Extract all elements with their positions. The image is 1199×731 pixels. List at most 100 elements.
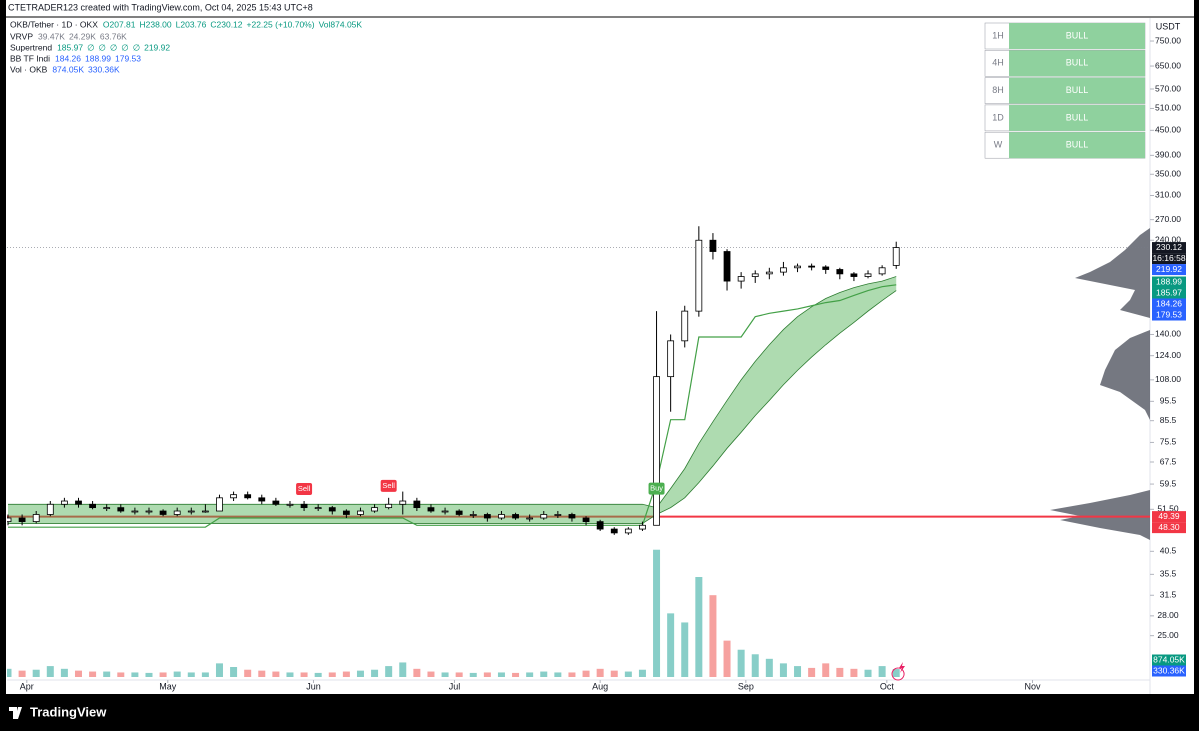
volume-bar <box>892 669 900 677</box>
chart-background <box>6 0 1194 694</box>
candle-body <box>258 497 266 502</box>
volume-bar <box>638 669 646 677</box>
signal-box <box>296 483 313 496</box>
price-label: 185.97 <box>1156 287 1182 297</box>
price-label: 49.39 <box>1158 511 1180 521</box>
alert-icon-bolt <box>899 662 905 673</box>
candle-body <box>653 376 660 526</box>
price-label-box <box>1152 264 1186 276</box>
candle-body <box>385 503 393 509</box>
volume-bar <box>89 671 97 677</box>
price-label: 48.30 <box>1158 522 1180 532</box>
candle-body <box>751 273 759 277</box>
legend-value: ∅ <box>133 42 141 52</box>
volume-bar <box>385 666 393 677</box>
candle-body <box>159 510 167 515</box>
volume-label-box <box>1152 654 1186 666</box>
table-cell <box>1009 132 1145 159</box>
candle-body <box>60 500 68 505</box>
y-tick-label: 95.5 <box>1160 396 1177 406</box>
y-tick-label: 51.50 <box>1157 504 1179 514</box>
candle-body <box>18 517 26 523</box>
volume-bar <box>681 622 689 677</box>
candle-body <box>216 497 223 512</box>
price-label: 184.26 <box>1156 298 1182 308</box>
candle-body <box>624 528 632 534</box>
price-label-box <box>1152 276 1186 288</box>
x-tick-label: Jun <box>306 681 321 691</box>
timeframe: 4H <box>992 58 1004 68</box>
legend: OKB/Tether · 1D · OKX O207.81 H238.00 L203.… <box>10 19 362 74</box>
volume-bar <box>230 667 238 677</box>
table-cell <box>1009 104 1145 131</box>
table-cell <box>1009 77 1145 104</box>
y-tick-label: 510.00 <box>1155 103 1181 113</box>
candle-body <box>328 507 336 512</box>
price-label: 219.92 <box>1156 264 1182 274</box>
candle-body <box>103 507 111 510</box>
candle-body <box>145 510 153 513</box>
candle-body <box>723 251 731 282</box>
candle-body <box>244 494 252 499</box>
price-label-box <box>1152 287 1186 299</box>
price-label: 230.12 <box>1156 242 1182 252</box>
candle-body <box>526 517 534 520</box>
volume-label-box <box>1152 665 1186 677</box>
candle-body <box>314 507 322 510</box>
volume-bar <box>187 672 195 677</box>
candle-body <box>596 521 604 530</box>
volume-bar <box>737 649 745 677</box>
y-tick-label: 124.00 <box>1155 350 1181 360</box>
candle-body <box>371 507 378 512</box>
y-tick-label: 59.5 <box>1160 478 1177 488</box>
volume-bar <box>32 669 40 677</box>
legend-name: VRVP <box>10 31 33 41</box>
price-label-box <box>1152 242 1186 254</box>
candle-body <box>822 266 830 270</box>
y-tick-label: 40.5 <box>1160 546 1177 556</box>
candle-body <box>483 514 491 519</box>
volume-bar <box>751 654 759 677</box>
y-tick-label: 35.5 <box>1160 569 1177 579</box>
volume-bar <box>18 670 26 677</box>
signal: BULL <box>1066 112 1089 122</box>
legend-value: 330.36K <box>88 64 120 74</box>
volume-bar <box>850 668 858 677</box>
timeframe: 1H <box>992 30 1004 40</box>
price-label-box <box>1152 309 1186 321</box>
candle-body <box>498 514 505 519</box>
volume-bar <box>328 672 336 677</box>
y-tick-label: 390.00 <box>1155 150 1181 160</box>
legend-value: 63.76K <box>100 31 127 41</box>
attribution: CTETRADER123 created with TradingView.co… <box>8 2 313 12</box>
legend-ohlc: H238.00 <box>140 19 172 29</box>
volume-bar <box>497 672 505 677</box>
volume-bar <box>131 672 139 677</box>
volume-bar <box>441 672 449 677</box>
volume-bar <box>455 672 463 677</box>
candle-body <box>554 514 562 516</box>
volume-bar <box>286 672 294 677</box>
legend-value: 39.47K <box>38 31 65 41</box>
candle-body <box>681 310 689 342</box>
candle-body <box>737 276 745 282</box>
x-tick-label: May <box>159 681 177 691</box>
legend-value: 874.05K <box>52 64 84 74</box>
bb-lower <box>8 290 897 524</box>
candle-body <box>46 503 54 515</box>
bb-upper <box>8 276 897 509</box>
table-cell <box>1009 23 1145 49</box>
legend-ohlc: C230.12 <box>210 19 242 29</box>
volume-bar <box>469 672 477 677</box>
volume-bar <box>427 671 435 677</box>
candle-body <box>75 500 82 505</box>
volume-bar <box>596 668 604 677</box>
y-tick-label: 85.5 <box>1160 415 1177 425</box>
candle-body <box>201 510 209 513</box>
x-tick-label: Apr <box>20 681 34 691</box>
candle-body <box>342 510 350 515</box>
volume-bar <box>526 672 534 677</box>
volume-bar <box>794 666 802 677</box>
signal-label: Sell <box>382 481 395 490</box>
volume-bar <box>483 672 491 677</box>
